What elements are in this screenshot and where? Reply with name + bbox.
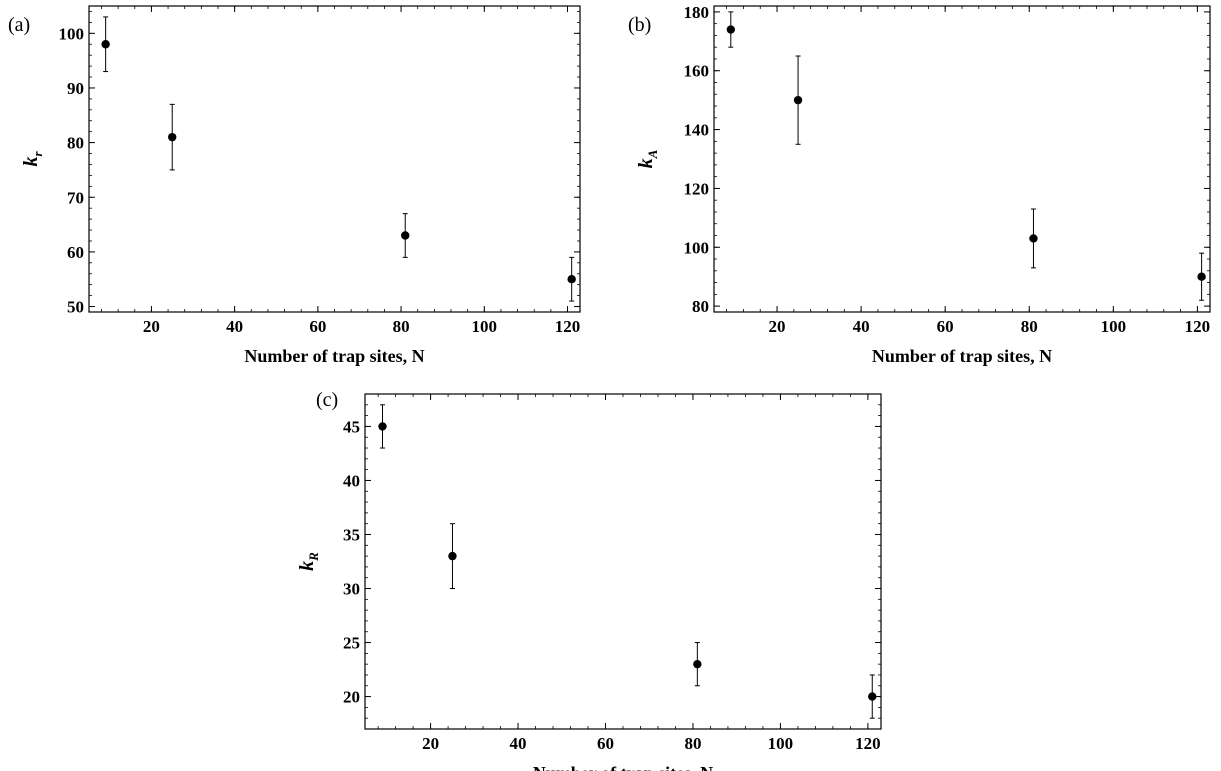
x-tick-label: 120 [855, 734, 881, 753]
chart-b-svg: 20 40 60 80 100 120 80 100 120 140 160 180 Number of… [635, 3, 1211, 366]
x-tick-label: 100 [1101, 317, 1127, 336]
data-point [101, 40, 110, 49]
data-point [448, 551, 457, 561]
x-tick-label: 40 [853, 317, 870, 336]
x-tick-label: 100 [768, 734, 794, 753]
y-tick-label: 60 [67, 243, 84, 262]
y-tick-label: 50 [67, 298, 84, 317]
data-point [693, 659, 702, 669]
data-point [868, 692, 877, 701]
panel-c: (c) 20 40 60 80 100 120 20 25 30 35 40 45 Number of … [290, 385, 900, 771]
y-tick-label: 90 [67, 79, 84, 98]
y-axis-title: kR [296, 552, 321, 571]
panel-label-c: (c) [316, 389, 339, 411]
panel-a: (a) 20 40 60 80 100 120 50 60 70 80 90 100 Number of… [0, 0, 600, 385]
data-point [1029, 234, 1038, 243]
plot-frame [364, 393, 882, 730]
y-tick-label: 140 [684, 121, 710, 140]
y-axis-title: kA [635, 149, 660, 168]
x-tick-label: 40 [226, 317, 243, 336]
y-axis-title: kr [20, 151, 45, 167]
y-tick-label: 100 [684, 238, 710, 257]
plot-frame [713, 5, 1211, 313]
data-point [378, 422, 387, 431]
y-tick-label: 25 [343, 634, 360, 653]
y-tick-label: 40 [343, 471, 360, 490]
data-point [726, 25, 736, 34]
data-point [1197, 272, 1206, 281]
x-tick-label: 20 [769, 317, 786, 336]
x-tick-label: 80 [1021, 317, 1038, 336]
y-tick-label: 120 [684, 179, 710, 198]
x-tick-label: 40 [510, 734, 527, 753]
x-tick-label: 120 [1185, 317, 1211, 336]
x-tick-label: 60 [937, 317, 954, 336]
y-tick-label: 100 [59, 24, 85, 43]
x-tick-label: 120 [555, 317, 581, 336]
x-axis-title: Number of trap sites, N [872, 346, 1052, 366]
data-point [168, 132, 177, 142]
y-tick-label: 30 [343, 580, 360, 599]
panel-b: (b) 20 40 60 80 100 120 80 100 120 140 160 180 Numbe… [610, 0, 1221, 385]
y-tick-label: 80 [67, 134, 84, 153]
y-tick-label: 20 [343, 688, 360, 707]
x-tick-label: 80 [393, 317, 410, 336]
x-tick-label: 60 [309, 317, 326, 336]
plot-frame [88, 5, 581, 313]
x-tick-label: 80 [684, 734, 701, 753]
x-tick-label: 60 [597, 734, 614, 753]
panel-label-b: (b) [628, 14, 652, 36]
x-tick-label: 20 [143, 317, 160, 336]
data-point [567, 275, 576, 284]
data-point [793, 95, 803, 105]
x-tick-label: 100 [472, 317, 498, 336]
chart-a-svg: 20 40 60 80 100 120 50 60 70 80 90 100 Number of tra… [20, 5, 581, 366]
data-point [401, 231, 410, 240]
x-tick-label: 20 [422, 734, 439, 753]
y-tick-label: 70 [67, 188, 84, 207]
x-axis-title: Number of trap sites, N [533, 763, 713, 771]
y-tick-label: 180 [684, 3, 710, 22]
x-axis-title: Number of trap sites, N [244, 346, 424, 366]
chart-c-svg: 20 40 60 80 100 120 20 25 30 35 40 45 Number of trap… [296, 393, 882, 771]
y-tick-label: 45 [343, 417, 360, 436]
y-tick-label: 35 [343, 525, 360, 544]
panel-label-a: (a) [8, 14, 31, 36]
y-tick-label: 80 [692, 297, 709, 316]
y-tick-label: 160 [684, 62, 710, 81]
